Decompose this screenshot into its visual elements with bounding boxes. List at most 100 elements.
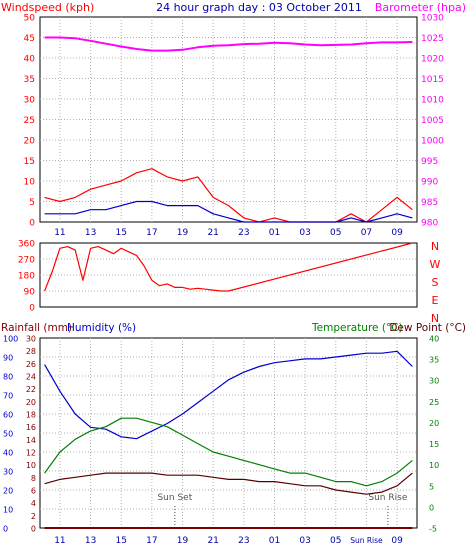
rainfall-tick-label: 26 (26, 360, 36, 369)
rainfall-tick-label: 10 (26, 461, 36, 470)
x-tick-label: 11 (54, 228, 65, 238)
x-tick-label: Sun Rise (350, 536, 383, 545)
x-tick-label: 13 (85, 228, 96, 238)
barometer-tick-label: 990 (421, 178, 438, 188)
rainfall-tick-label: 16 (26, 423, 36, 432)
temperature-tick-label: 35 (429, 356, 439, 365)
rainfall-tick-label: 30 (26, 335, 36, 344)
x-tick-label: 23 (238, 228, 249, 238)
barometer-tick-label: 1025 (421, 34, 444, 44)
x-tick-label: 21 (207, 536, 218, 546)
x-tick-label: 13 (85, 536, 96, 546)
x-tick-label: 11 (54, 536, 65, 546)
barometer-tick-label: 1000 (421, 137, 444, 147)
temperature-tick-label: 15 (429, 440, 439, 449)
temperature-tick-label: 0 (429, 503, 434, 512)
x-tick-label: 23 (238, 536, 249, 546)
x-tick-label: 19 (177, 536, 189, 546)
rainfall-tick-label: 24 (26, 373, 36, 382)
windspeed-tick-label: 20 (24, 137, 36, 147)
temperature-tick-label: 5 (429, 482, 434, 491)
direction-tick-label: 90 (24, 288, 36, 298)
barometer-tick-label: 995 (421, 157, 438, 167)
rainfall-tick-label: 4 (31, 499, 36, 508)
temperature-tick-label: -5 (429, 525, 437, 534)
series-wind-direction (44, 242, 413, 292)
windspeed-tick-label: 10 (24, 178, 36, 188)
humidity-tick-label: 40 (3, 449, 13, 458)
x-tick-label: 21 (207, 228, 218, 238)
sun-set-label: Sun Set (157, 493, 192, 503)
windspeed-tick-label: 15 (24, 157, 35, 167)
series-temperature (44, 417, 413, 487)
x-tick-label: 01 (269, 228, 280, 238)
barometer-tick-label: 980 (421, 219, 438, 229)
x-tick-label: 15 (115, 228, 126, 238)
barometer-tick-label: 985 (421, 198, 438, 208)
plot-frame (39, 16, 418, 223)
rainfall-tick-label: 14 (26, 436, 36, 445)
direction-tick-label: 180 (18, 272, 35, 282)
x-tick-label: 17 (146, 536, 157, 546)
humidity-tick-label: 100 (3, 335, 18, 344)
compass-label: N (431, 240, 439, 253)
x-tick-label: 09 (391, 536, 403, 546)
windspeed-tick-label: 0 (29, 219, 35, 229)
windspeed-tick-label: 30 (24, 96, 36, 106)
x-tick-label: 19 (177, 228, 189, 238)
rainfall-tick-label: 12 (26, 449, 36, 458)
humidity-tick-label: 30 (3, 468, 13, 477)
temperature-tick-label: 30 (429, 377, 439, 386)
windspeed-axis-label: Windspeed (kph) (1, 1, 94, 14)
windspeed-tick-label: 50 (24, 14, 36, 24)
temperature-tick-label: 40 (429, 335, 439, 344)
x-tick-label: 15 (115, 536, 126, 546)
windspeed-tick-label: 45 (24, 34, 35, 44)
windspeed-tick-label: 5 (29, 198, 35, 208)
rainfall-tick-label: 22 (26, 385, 36, 394)
barometer-tick-label: 1015 (421, 75, 444, 85)
series-dew-point (44, 472, 413, 495)
windspeed-tick-label: 40 (24, 55, 36, 65)
humidity-tick-label: 70 (3, 392, 13, 401)
rainfall-tick-label: 18 (26, 411, 36, 420)
humidity-tick-label: 80 (3, 373, 13, 382)
x-tick-label: 05 (330, 536, 341, 546)
barometer-axis-label: Barometer (hpa) (375, 1, 466, 14)
humidity-tick-label: 50 (3, 430, 13, 439)
humidity-tick-label: 10 (3, 506, 13, 515)
barometer-tick-label: 1020 (421, 55, 444, 65)
windspeed-tick-label: 35 (24, 75, 35, 85)
compass-label: E (432, 294, 439, 307)
rainfall-tick-label: 0 (31, 525, 36, 534)
direction-tick-label: 360 (18, 240, 35, 250)
temperature-tick-label: 10 (429, 461, 439, 470)
x-tick-label: 03 (299, 536, 310, 546)
x-tick-label: 05 (330, 228, 341, 238)
x-tick-label: 09 (391, 228, 403, 238)
x-tick-label: 17 (146, 228, 157, 238)
rainfall-tick-label: 28 (26, 347, 36, 356)
series-barometer (44, 36, 413, 52)
compass-label: W (430, 258, 441, 271)
direction-tick-label: 0 (29, 304, 35, 314)
humidity-tick-label: 90 (3, 354, 13, 363)
plot-frame (39, 242, 418, 308)
barometer-tick-label: 1010 (421, 96, 444, 106)
chart-title: 24 hour graph day : 03 October 2011 (156, 1, 362, 14)
plot-frame (39, 337, 418, 529)
x-tick-label: 01 (269, 536, 280, 546)
temperature-tick-label: 25 (429, 398, 439, 407)
rainfall-axis-label: Rainfall (mm) (1, 322, 72, 334)
temperature-axis-label: Temperature (°C) (311, 322, 403, 334)
series-wind-average (44, 200, 413, 223)
temperature-tick-label: 20 (429, 419, 439, 428)
series-humidity (44, 350, 413, 440)
humidity-tick-label: 60 (3, 411, 13, 420)
x-tick-label: 03 (299, 228, 310, 238)
direction-tick-label: 270 (18, 256, 35, 266)
x-tick-label: 07 (361, 228, 372, 238)
